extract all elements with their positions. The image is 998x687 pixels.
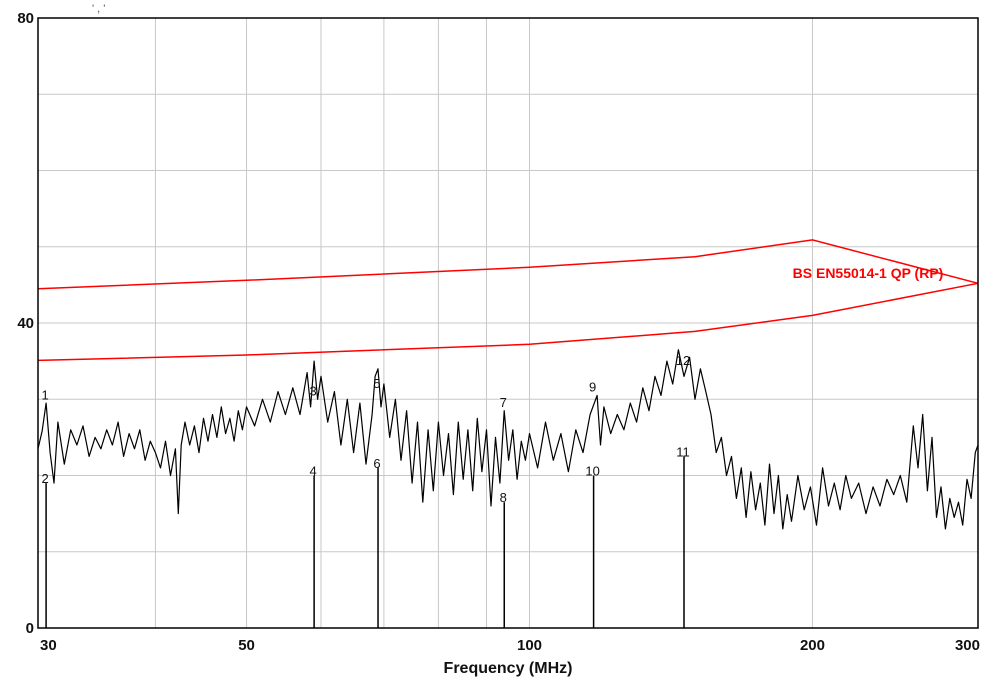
marker-label: 9 [589,380,596,395]
marker-label: 2 [41,471,48,486]
marker-label: 1 [41,387,48,402]
x-tick-label: 300 [955,637,980,654]
gridlines [38,18,978,628]
marker-label: 7 [500,395,507,410]
marker-label: 11 [676,444,690,459]
limit-line-lower [38,283,978,360]
limit-lines [38,240,978,361]
marker-label: 12 [676,353,690,368]
x-tick-label: 30 [40,637,57,654]
marker-lines [46,456,684,628]
x-tick-label: 100 [517,637,542,654]
marker-label: 8 [500,490,507,505]
stray-header-text: ' , ' [92,3,105,15]
marker-label: 3 [309,383,316,398]
labels: 0 40 80 30 50 100 200 300 Frequency (MHz) BS EN55… [17,10,980,677]
limit-line-label: BS EN55014-1 QP (RP) [793,265,944,281]
y-tick-label: 0 [26,620,34,637]
y-tick-label: 80 [17,10,34,27]
marker-label: 4 [309,464,316,479]
emission-trace [38,350,978,529]
trace-layer [38,350,978,529]
y-tick-label: 40 [17,315,34,332]
x-tick-label: 50 [238,637,255,654]
marker-label: 10 [585,464,599,479]
marker-label: 6 [373,456,380,471]
x-axis-label: Frequency (MHz) [444,660,573,677]
marker-label: 5 [373,376,380,391]
x-tick-label: 200 [800,637,825,654]
